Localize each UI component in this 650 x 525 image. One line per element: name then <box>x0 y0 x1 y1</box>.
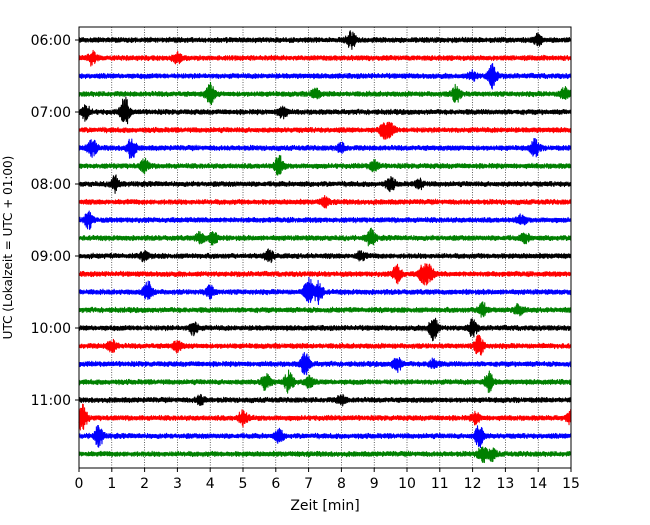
y-tick-label-1100: 11:00 <box>31 393 71 409</box>
trace-0800 <box>78 174 572 194</box>
x-tick-label-1: 1 <box>107 476 116 492</box>
trace-1145 <box>78 446 572 464</box>
trace-0900 <box>78 248 572 264</box>
trace-0645 <box>78 81 572 106</box>
trace-0815 <box>78 194 572 209</box>
y-tick-label-0800: 08:00 <box>31 177 71 193</box>
y-axis-label: UTC (Lokalzeit = UTC + 01:00) <box>1 156 15 340</box>
y-axis-ticks: 06:00 07:00 08:00 09:00 10:00 11:00 <box>31 33 79 409</box>
x-axis-ticks: 0 1 2 3 4 5 6 7 8 9 10 11 12 13 14 15 <box>75 468 580 492</box>
y-tick-label-1000: 10:00 <box>31 321 71 337</box>
trace-0700 <box>78 96 572 125</box>
x-tick-label-9: 9 <box>370 476 379 492</box>
trace-0830 <box>78 210 572 230</box>
trace-series <box>78 30 572 464</box>
trace-1130 <box>78 424 572 449</box>
x-tick-label-2: 2 <box>140 476 149 492</box>
x-tick-label-4: 4 <box>206 476 215 492</box>
plot-frame <box>78 26 572 469</box>
x-tick-label-8: 8 <box>337 476 346 492</box>
trace-0845 <box>78 227 572 247</box>
x-gridlines <box>111 27 539 468</box>
trace-1100 <box>78 393 572 407</box>
x-tick-label-13: 13 <box>496 476 514 492</box>
x-tick-label-11: 11 <box>431 476 449 492</box>
trace-0745 <box>78 154 572 176</box>
trace-1015 <box>78 334 572 356</box>
x-tick-label-15: 15 <box>562 476 580 492</box>
trace-0615 <box>78 49 572 67</box>
y-tick-label-0600: 06:00 <box>31 33 71 49</box>
trace-1000 <box>78 317 572 342</box>
trace-1115 <box>78 403 572 431</box>
trace-1030 <box>78 351 572 376</box>
x-tick-label-3: 3 <box>173 476 182 492</box>
trace-0915 <box>78 263 572 286</box>
x-tick-label-0: 0 <box>75 476 84 492</box>
x-tick-label-5: 5 <box>239 476 248 492</box>
trace-0630 <box>78 63 572 90</box>
y-tick-label-0900: 09:00 <box>31 249 71 265</box>
x-tick-label-12: 12 <box>464 476 482 492</box>
trace-1045 <box>78 369 572 394</box>
x-tick-label-6: 6 <box>271 476 280 492</box>
x-tick-label-14: 14 <box>529 476 547 492</box>
trace-0730 <box>78 137 572 159</box>
trace-0600 <box>78 30 572 50</box>
trace-0945 <box>78 301 572 318</box>
y-tick-label-0700: 07:00 <box>31 105 71 121</box>
x-tick-label-10: 10 <box>398 476 416 492</box>
trace-0715 <box>78 121 572 140</box>
trace-0930 <box>78 277 572 306</box>
x-tick-label-7: 7 <box>304 476 313 492</box>
x-axis-label: Zeit [min] <box>290 498 359 514</box>
